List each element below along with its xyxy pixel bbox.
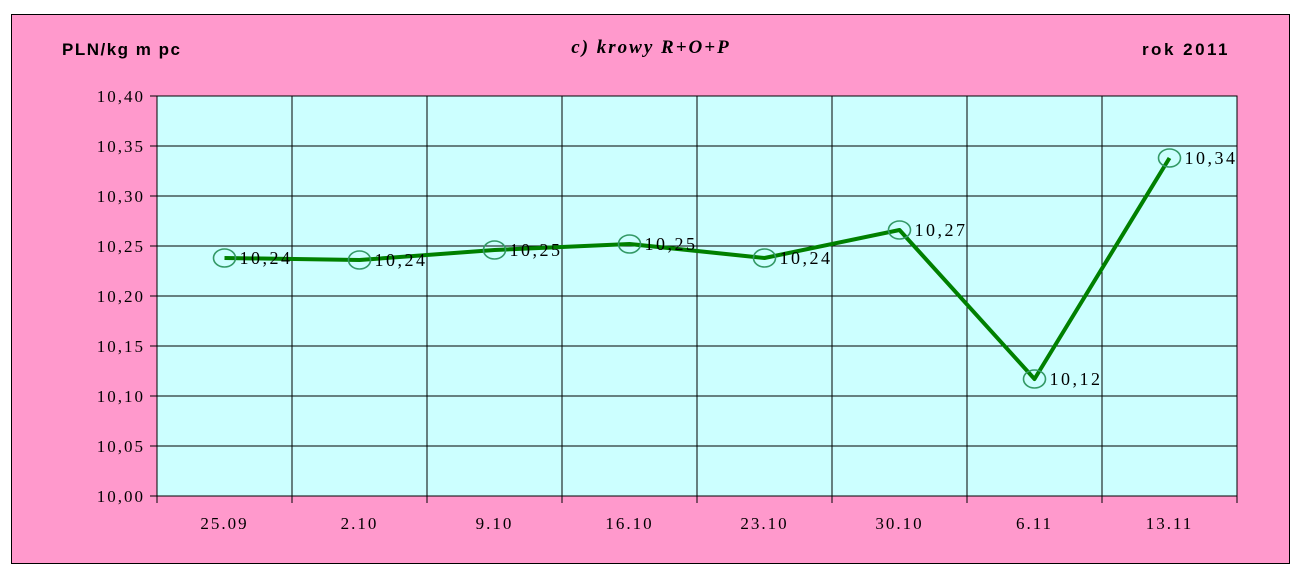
chart-title: c) krowy R+O+P xyxy=(571,37,731,58)
year-label: rok 2011 xyxy=(1141,40,1230,59)
data-point-marker xyxy=(617,234,642,254)
data-label: 10,24 xyxy=(240,248,293,268)
plot-border xyxy=(156,95,1238,497)
series-line xyxy=(224,156,1172,381)
x-tick-label: 25.09 xyxy=(200,514,248,533)
y-axis-unit-label: PLN/kg m pc xyxy=(62,40,182,59)
data-label: 10,24 xyxy=(780,248,833,268)
data-label: 10,24 xyxy=(375,250,428,270)
data-point-marker xyxy=(752,248,777,268)
data-label: 10,12 xyxy=(1050,369,1103,389)
data-point-marker xyxy=(212,248,237,268)
x-tick-label: 16.10 xyxy=(605,514,653,533)
x-tick-label: 13.11 xyxy=(1146,514,1194,533)
x-tick-label: 6.11 xyxy=(1016,514,1053,533)
y-tick-label: 10,15 xyxy=(97,337,145,356)
data-label: 10,25 xyxy=(645,234,698,254)
y-tick-label: 10,20 xyxy=(97,287,145,306)
y-tick-label: 10,10 xyxy=(97,387,145,406)
x-tick-label: 2.10 xyxy=(341,514,379,533)
x-tick-label: 9.10 xyxy=(476,514,514,533)
data-point-marker xyxy=(482,240,507,260)
data-point-marker xyxy=(347,250,372,270)
y-tick-label: 10,00 xyxy=(97,487,145,506)
y-tick-label: 10,25 xyxy=(97,237,145,256)
data-label: 10,27 xyxy=(915,220,968,240)
data-label: 10,25 xyxy=(510,240,563,260)
y-tick-label: 10,35 xyxy=(97,137,145,156)
y-tick-label: 10,05 xyxy=(97,437,145,456)
x-tick-label: 30.10 xyxy=(875,514,923,533)
data-point-marker xyxy=(1022,369,1047,389)
y-tick-label: 10,40 xyxy=(97,87,145,106)
data-point-marker xyxy=(1157,148,1182,168)
y-tick-label: 10,30 xyxy=(97,187,145,206)
data-label: 10,34 xyxy=(1185,148,1238,168)
data-point-marker xyxy=(887,220,912,240)
x-tick-label: 23.10 xyxy=(740,514,788,533)
